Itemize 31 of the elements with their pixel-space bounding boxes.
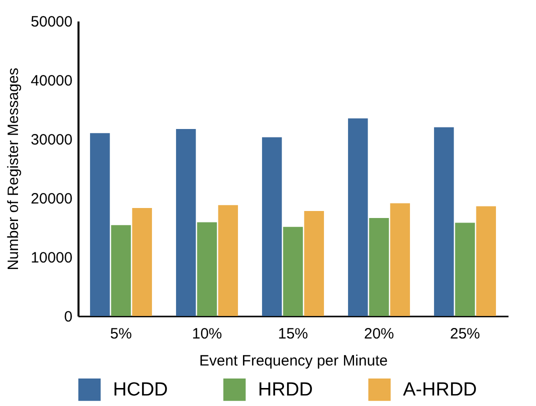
bar	[434, 127, 454, 316]
bar	[262, 137, 282, 316]
y-tick-label: 30000	[30, 132, 72, 148]
bar	[176, 128, 196, 316]
bar	[369, 218, 389, 316]
y-tick-label: 10000	[30, 250, 72, 266]
bar	[197, 222, 217, 316]
legend-label: HCDD	[113, 380, 168, 401]
bar	[455, 222, 475, 316]
x-tick-label: 25%	[450, 326, 480, 342]
y-tick-label: 40000	[30, 72, 72, 90]
x-axis-title: Event Frequency per Minute	[199, 352, 388, 370]
y-tick-label: 0	[64, 308, 72, 326]
x-tick-label: 10%	[192, 326, 222, 342]
y-tick-label: 20000	[30, 190, 72, 208]
bar	[348, 118, 368, 316]
bar	[132, 208, 152, 316]
y-axis-title: Number of Register Messages	[4, 68, 22, 270]
x-tick-label: 20%	[364, 326, 394, 342]
legend-label: A-HRDD	[403, 380, 477, 401]
bar	[304, 210, 324, 316]
legend-label: HRDD	[258, 380, 313, 401]
bar	[283, 226, 303, 316]
x-tick-label: 15%	[278, 326, 308, 342]
bar	[111, 225, 131, 316]
bar	[476, 206, 496, 316]
bar	[218, 205, 238, 316]
bar	[390, 203, 410, 316]
x-tick-label: 5%	[110, 326, 132, 342]
bar	[90, 133, 110, 316]
y-tick-label: 50000	[30, 14, 72, 30]
